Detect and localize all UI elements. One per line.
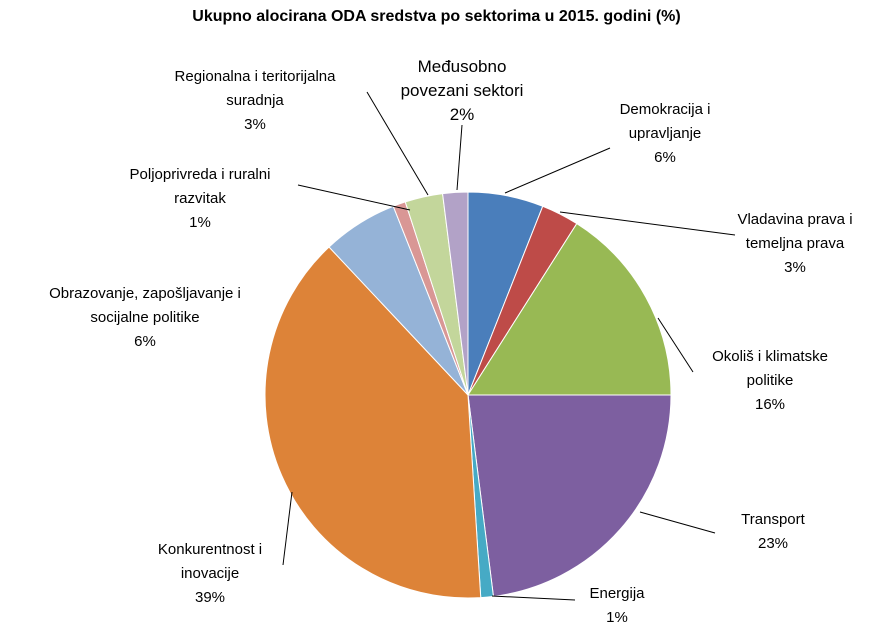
data-label: Transport 23%: [713, 508, 833, 556]
data-label: Konkurentnost i inovacije 39%: [130, 538, 290, 610]
leader-line: [657, 317, 694, 373]
data-label: Demokracija i upravljanje 6%: [590, 98, 740, 170]
slice-value: 1%: [189, 214, 211, 231]
slice-value: 2%: [449, 105, 475, 124]
data-label: Obrazovanje, zapošljavanje i socijalne p…: [45, 282, 245, 354]
slice-value: 3%: [244, 116, 266, 133]
data-label: Poljoprivreda i ruralni razvitak 1%: [105, 163, 295, 235]
data-label: Međusobno povezani sektori 2%: [382, 55, 542, 127]
data-label: Energija 1%: [557, 582, 677, 630]
slice-value: 23%: [757, 535, 789, 552]
slice-name: Međusobno povezani sektori: [400, 57, 524, 100]
slice-name: Poljoprivreda i ruralni razvitak: [129, 166, 271, 207]
pie-slice: [441, 191, 469, 396]
data-label: Vladavina prava i temeljna prava 3%: [710, 208, 873, 280]
slice-value: 1%: [606, 609, 628, 626]
slice-value: 39%: [194, 589, 226, 606]
leader-line: [559, 211, 736, 236]
leader-line: [504, 147, 611, 194]
slice-name: Demokracija i upravljanje: [619, 101, 711, 142]
slice-name: Transport: [741, 511, 805, 528]
leader-line: [366, 91, 429, 196]
chart-title: Ukupno alocirana ODA sredstva po sektori…: [192, 8, 681, 25]
pie-slice: [467, 222, 672, 396]
slice-value: 6%: [654, 149, 676, 166]
pie-slice: [264, 246, 482, 599]
slice-name: Okoliš i klimatske politike: [712, 348, 828, 389]
slice-value: 6%: [134, 333, 156, 350]
slice-name: Energija: [589, 585, 645, 602]
pie-slice: [467, 394, 672, 597]
slice-value: 16%: [754, 396, 786, 413]
leader-line: [456, 124, 463, 191]
data-label: Regionalna i teritorijalna suradnja 3%: [155, 65, 355, 137]
slice-name: Konkurentnost i inovacije: [157, 541, 263, 582]
data-label: Okoliš i klimatske politike 16%: [695, 345, 845, 417]
leader-line: [297, 184, 411, 211]
leader-line: [639, 511, 716, 534]
leader-line: [491, 595, 576, 601]
slice-name: Obrazovanje, zapošljavanje i socijalne p…: [49, 285, 241, 326]
slice-name: Regionalna i teritorijalna suradnja: [174, 68, 336, 109]
leader-line: [282, 491, 293, 566]
slice-value: 3%: [784, 259, 806, 276]
slice-name: Vladavina prava i temeljna prava: [737, 211, 853, 252]
